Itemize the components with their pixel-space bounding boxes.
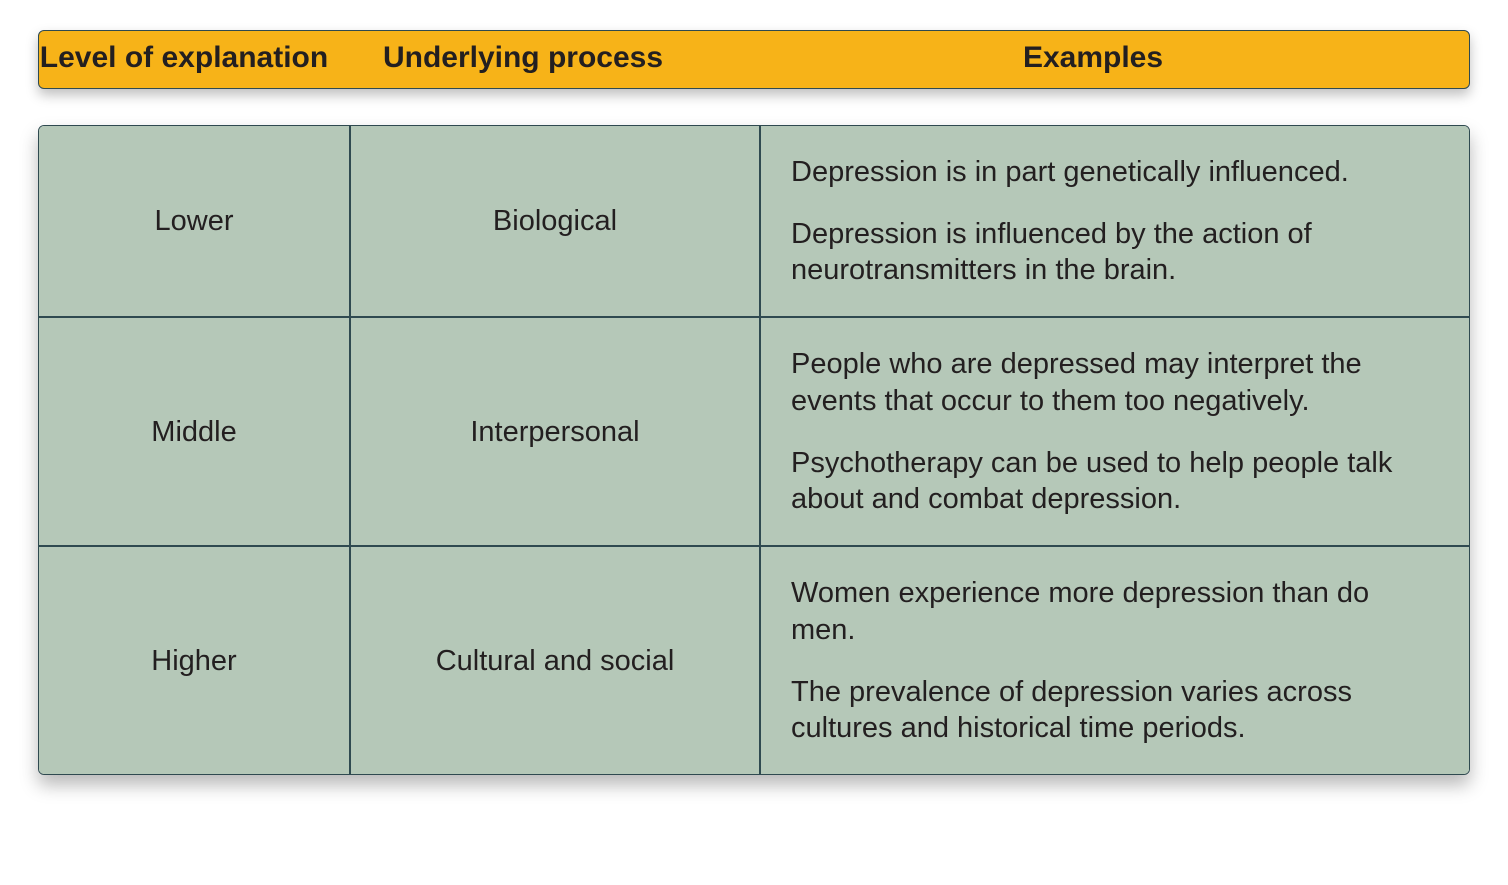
cell-level: Lower (39, 126, 351, 317)
cell-process: Biological (351, 126, 761, 317)
example-text: The prevalence of depression varies acro… (791, 674, 1429, 747)
table-figure: Level of explanation Underlying process … (0, 0, 1508, 805)
cell-process: Cultural and social (351, 547, 761, 774)
cell-process: Interpersonal (351, 318, 761, 545)
table-row: Middle Interpersonal People who are depr… (39, 316, 1469, 545)
example-text: Depression is influenced by the action o… (791, 216, 1429, 289)
cell-examples: Depression is in part genetically influe… (761, 126, 1469, 317)
cell-examples: Women experience more depression than do… (761, 547, 1469, 774)
example-text: Depression is in part genetically influe… (791, 154, 1429, 190)
table-row: Higher Cultural and social Women experie… (39, 545, 1469, 774)
cell-examples: People who are depressed may interpret t… (761, 318, 1469, 545)
col-header-level: Level of explanation (39, 41, 329, 76)
example-text: People who are depressed may interpret t… (791, 346, 1429, 419)
col-header-process: Underlying process (329, 41, 717, 76)
example-text: Psychotherapy can be used to help people… (791, 445, 1429, 518)
col-header-examples: Examples (717, 41, 1469, 76)
table-body: Lower Biological Depression is in part g… (38, 125, 1470, 776)
cell-level: Middle (39, 318, 351, 545)
table-row: Lower Biological Depression is in part g… (39, 126, 1469, 317)
cell-level: Higher (39, 547, 351, 774)
example-text: Women experience more depression than do… (791, 575, 1429, 648)
table-header-row: Level of explanation Underlying process … (38, 30, 1470, 89)
